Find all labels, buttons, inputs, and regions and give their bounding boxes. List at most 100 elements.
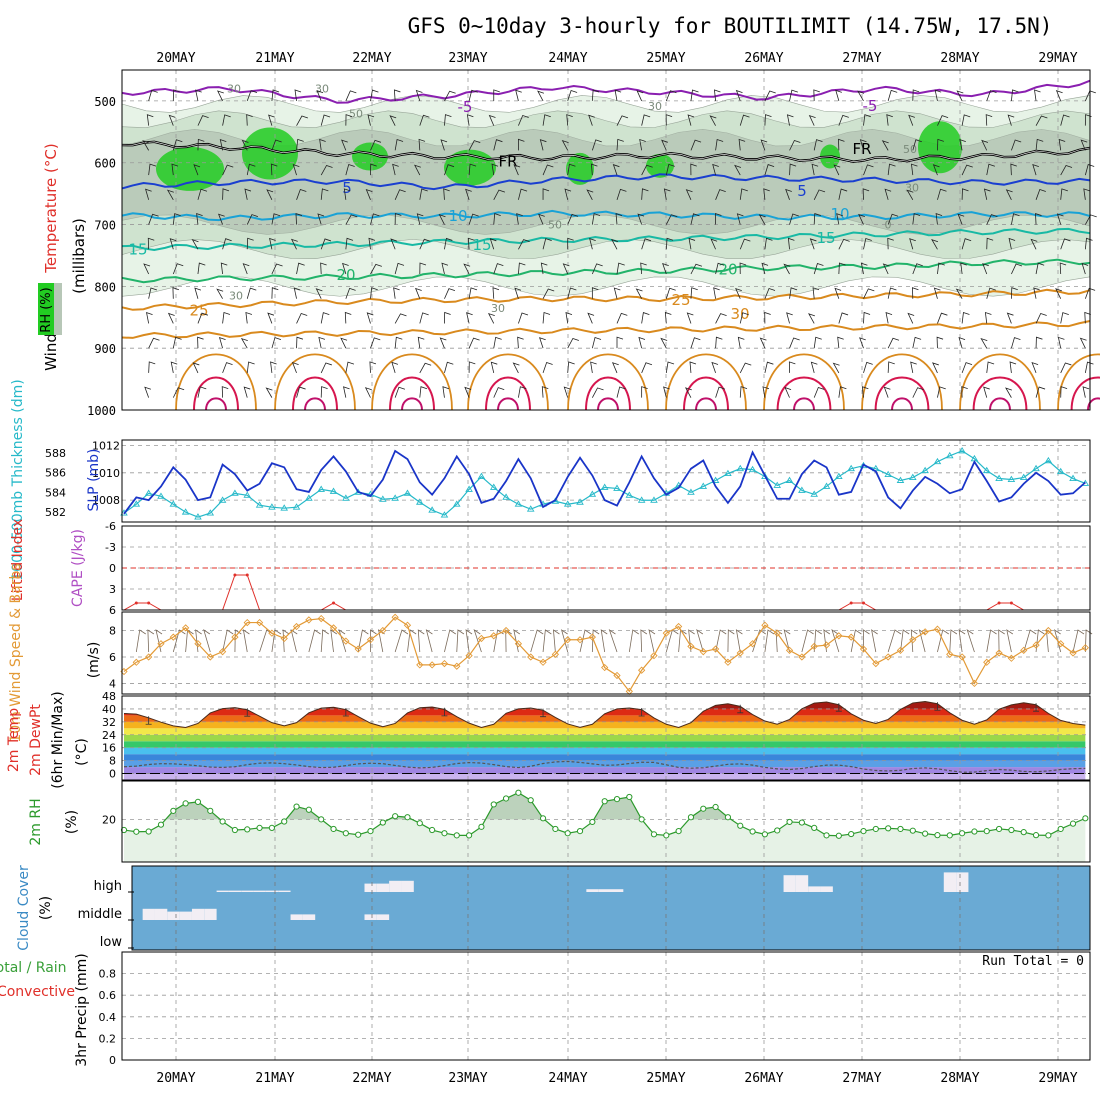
wind-barb — [1083, 188, 1090, 200]
wind-barb — [1060, 188, 1068, 200]
wind-barb — [883, 386, 891, 398]
wind-speed-point — [847, 633, 855, 641]
wind-barb — [863, 237, 872, 250]
wind-barb — [591, 287, 599, 299]
y-tick-label: 48 — [102, 690, 116, 703]
wind-barb — [370, 89, 379, 101]
wind-barb — [370, 163, 377, 176]
temp-color-band — [124, 747, 1086, 755]
wind-barb — [937, 386, 946, 398]
wind-barb — [567, 337, 579, 349]
wind-barb — [1011, 139, 1022, 151]
wind-barb — [345, 163, 355, 176]
wind-speed-point — [194, 640, 202, 648]
wind-barb — [512, 362, 520, 374]
rh-point — [564, 830, 571, 837]
bottom-date-axis: 20MAY 21MAY 22MAY 23MAY 24MAY 25MAY 26MAY 27MAY… — [156, 1071, 1077, 1086]
rh-contour-label: 30 — [229, 290, 243, 303]
y-tick-label: 0.8 — [99, 968, 117, 981]
bottom-date-label: 22MAY — [352, 1071, 391, 1086]
wind-barb — [1007, 114, 1015, 126]
cloud-bar — [598, 889, 611, 892]
wind-barb — [341, 139, 348, 151]
wind-speed-point — [1081, 644, 1089, 652]
isotherm-line — [121, 258, 1091, 284]
wind-barb — [366, 312, 374, 324]
wind-barb — [493, 387, 505, 398]
isotherm-loop — [763, 353, 845, 411]
wind-barb — [811, 163, 819, 176]
cloud-background — [132, 866, 1090, 950]
wind-barb — [660, 337, 668, 349]
rh-point — [897, 825, 904, 833]
isotherm-loop — [989, 397, 1011, 411]
wind-barb — [146, 114, 154, 126]
surface-wind-barb — [600, 629, 608, 653]
wind-barb — [518, 239, 530, 250]
wind-barb — [961, 188, 969, 200]
surface-wind-barb — [783, 629, 791, 653]
y-side-label: 3hr Precip (mm) — [74, 953, 90, 1066]
isotherm-loop — [793, 397, 815, 411]
rh-point — [305, 806, 312, 813]
rh-point — [318, 816, 325, 823]
panel-10m-wind: 4 6 8 10m Wind Speed & Barbs (m/s) — [8, 563, 1093, 743]
wind-speed-point — [1020, 646, 1028, 654]
cloud-bar — [253, 890, 266, 892]
rh-point — [872, 825, 879, 833]
rh-point — [576, 827, 584, 835]
rh-point — [946, 832, 953, 839]
wind-barb — [197, 386, 207, 398]
thickness-point — [1044, 456, 1053, 464]
cloud-bar — [241, 890, 254, 892]
wind-barb — [320, 114, 331, 126]
surface-wind-barb — [871, 629, 878, 653]
wind-speed-point — [933, 625, 942, 633]
wind-barb — [463, 263, 471, 275]
wind-barb — [345, 214, 358, 225]
wind-barb — [1035, 386, 1046, 398]
wind-barb — [863, 311, 871, 324]
wind-speed-point — [317, 614, 325, 623]
wind-barb — [148, 361, 156, 373]
wind-barb — [489, 238, 497, 250]
surface-wind-barb — [320, 629, 329, 653]
wind-barb — [394, 336, 403, 349]
wind-barb — [690, 263, 703, 275]
wind-barb — [838, 312, 849, 324]
wind-barb — [789, 89, 798, 101]
wind-barb — [441, 262, 449, 275]
thickness-point — [465, 485, 473, 492]
wind-speed-point — [1069, 649, 1077, 657]
wind-barb — [690, 89, 699, 101]
surface-wind-barb — [242, 629, 250, 653]
wind-barb — [493, 336, 502, 349]
rh-contour-label: 0 — [885, 219, 892, 232]
wind-barb — [1081, 262, 1089, 275]
wind-speed-point — [243, 618, 251, 627]
wind-barb — [859, 337, 866, 349]
wind-barb — [367, 114, 375, 126]
rh-point — [429, 826, 436, 834]
wind-barb — [641, 188, 649, 200]
rh-point — [626, 793, 633, 801]
thickness-point — [600, 483, 609, 490]
rh-area — [124, 792, 1086, 862]
isotherm-loop — [683, 376, 729, 411]
wind-barb — [242, 263, 250, 275]
isotherm-label: 25 — [189, 301, 208, 319]
wind-barb — [295, 212, 303, 225]
bottom-date-label: 26MAY — [744, 1071, 783, 1086]
wind-barb — [764, 311, 771, 324]
wind-barb — [419, 114, 430, 126]
wind-barb — [444, 311, 451, 324]
wind-barb — [591, 213, 601, 225]
rh-moist-patch — [242, 127, 298, 180]
isotherm-line — [121, 288, 1091, 311]
wind-speed-point — [613, 671, 621, 680]
isotherm-loop — [175, 353, 257, 411]
wind-barb — [715, 262, 725, 275]
wind-barb — [539, 139, 547, 151]
wind-barb — [271, 89, 280, 101]
wind-barb — [739, 238, 751, 250]
